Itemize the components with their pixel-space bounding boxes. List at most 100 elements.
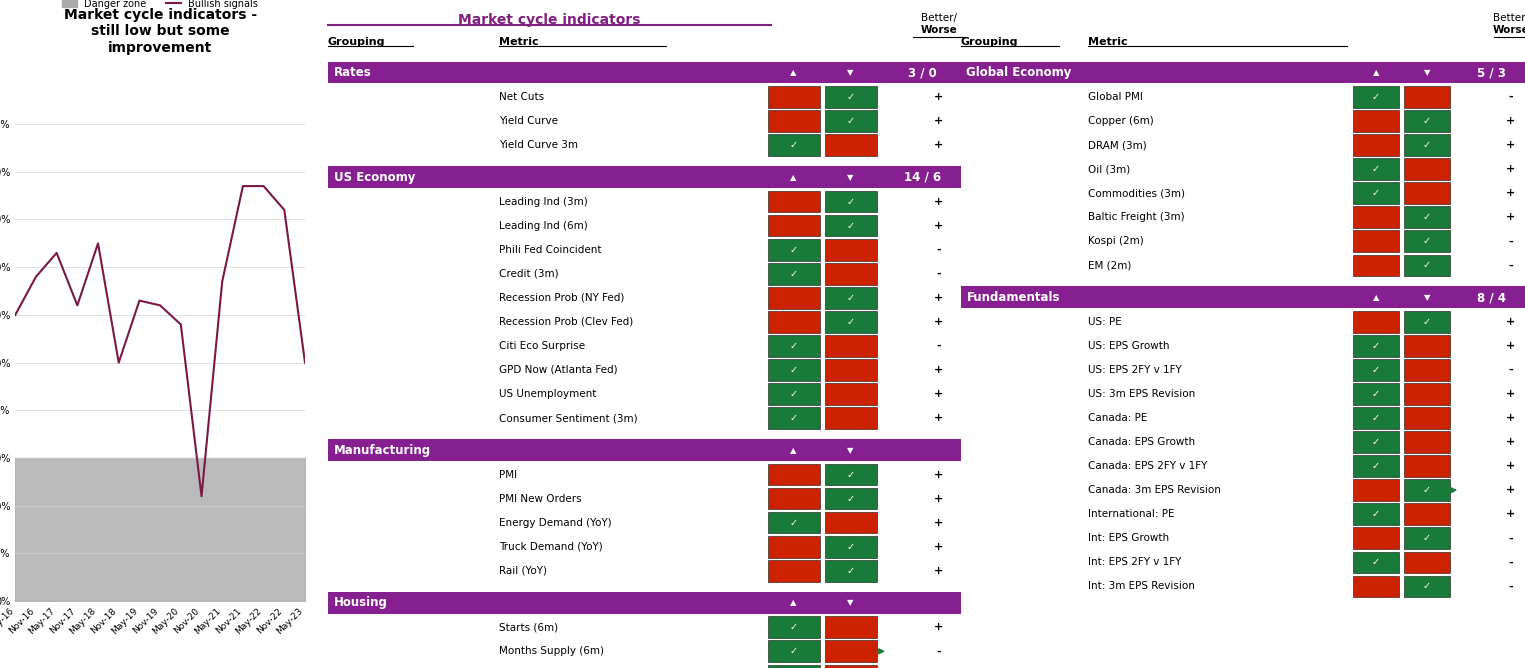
- Text: Grouping: Grouping: [328, 37, 386, 47]
- Text: ✓: ✓: [846, 116, 854, 126]
- Bar: [1353, 504, 1398, 525]
- Text: +: +: [933, 494, 944, 504]
- Text: Baltic Freight (3m): Baltic Freight (3m): [1087, 212, 1185, 222]
- Bar: [825, 239, 877, 261]
- Bar: [1353, 158, 1398, 180]
- Bar: [1403, 552, 1450, 573]
- Bar: [1403, 383, 1450, 405]
- Text: ✓: ✓: [846, 470, 854, 480]
- Bar: [328, 592, 961, 613]
- Bar: [1403, 504, 1450, 525]
- Text: ✓: ✓: [846, 196, 854, 206]
- Text: Copper (6m): Copper (6m): [1087, 116, 1153, 126]
- Text: +: +: [1507, 389, 1516, 399]
- Bar: [1353, 432, 1398, 453]
- Text: Canada: EPS Growth: Canada: EPS Growth: [1087, 437, 1194, 447]
- Text: Credit (3m): Credit (3m): [499, 269, 558, 279]
- Text: Global PMI: Global PMI: [1087, 92, 1142, 102]
- Text: -: -: [1508, 533, 1513, 543]
- Text: +: +: [1507, 140, 1516, 150]
- Text: +: +: [933, 293, 944, 303]
- Text: GPD Now (Atlanta Fed): GPD Now (Atlanta Fed): [499, 365, 618, 375]
- Text: -: -: [1508, 365, 1513, 375]
- Bar: [1403, 311, 1450, 333]
- Text: +: +: [1507, 437, 1516, 447]
- Bar: [1353, 335, 1398, 357]
- Bar: [767, 359, 819, 381]
- Text: ✓: ✓: [790, 623, 798, 632]
- Bar: [1403, 407, 1450, 429]
- Text: +: +: [933, 92, 944, 102]
- Bar: [825, 359, 877, 381]
- Bar: [767, 536, 819, 558]
- Text: ✓: ✓: [790, 413, 798, 423]
- Bar: [767, 191, 819, 212]
- Bar: [1353, 311, 1398, 333]
- Bar: [1353, 407, 1398, 429]
- Bar: [825, 335, 877, 357]
- Text: 3 / 0: 3 / 0: [909, 66, 938, 79]
- Text: ✓: ✓: [1372, 509, 1380, 519]
- Text: Market cycle indicators: Market cycle indicators: [458, 13, 640, 27]
- Text: ✓: ✓: [846, 293, 854, 303]
- Text: Housing: Housing: [334, 597, 387, 609]
- Text: Canada: 3m EPS Revision: Canada: 3m EPS Revision: [1087, 485, 1220, 495]
- Text: US Economy: US Economy: [334, 171, 416, 184]
- Text: +: +: [933, 542, 944, 552]
- Text: Worse: Worse: [920, 25, 958, 35]
- Text: Yield Curve: Yield Curve: [499, 116, 558, 126]
- Text: ✓: ✓: [790, 365, 798, 375]
- Bar: [825, 617, 877, 638]
- Bar: [1403, 230, 1450, 252]
- Bar: [825, 110, 877, 132]
- Text: -: -: [1508, 557, 1513, 567]
- Bar: [1353, 456, 1398, 477]
- Bar: [825, 512, 877, 534]
- Text: Metric: Metric: [499, 37, 538, 47]
- Text: ▼: ▼: [1423, 293, 1430, 302]
- Text: ▲: ▲: [1372, 68, 1379, 77]
- Text: Kospi (2m): Kospi (2m): [1087, 236, 1144, 246]
- Bar: [328, 439, 961, 461]
- Text: +: +: [1507, 317, 1516, 327]
- Bar: [1353, 576, 1398, 597]
- Text: ✓: ✓: [1372, 461, 1380, 471]
- Text: DRAM (3m): DRAM (3m): [1087, 140, 1147, 150]
- Text: Months Supply (6m): Months Supply (6m): [499, 647, 604, 656]
- Bar: [1403, 359, 1450, 381]
- Bar: [1353, 86, 1398, 108]
- Text: +: +: [933, 389, 944, 399]
- Bar: [825, 536, 877, 558]
- Bar: [767, 488, 819, 510]
- Text: ✓: ✓: [846, 494, 854, 504]
- Bar: [328, 61, 961, 84]
- Text: +: +: [1507, 341, 1516, 351]
- Text: +: +: [933, 518, 944, 528]
- Text: ▼: ▼: [848, 68, 854, 77]
- Text: ▲: ▲: [790, 68, 798, 77]
- Text: +: +: [1507, 413, 1516, 423]
- Text: +: +: [1507, 485, 1516, 495]
- Text: +: +: [933, 140, 944, 150]
- Text: Citi Eco Surprise: Citi Eco Surprise: [499, 341, 586, 351]
- Bar: [1403, 134, 1450, 156]
- Bar: [825, 383, 877, 405]
- Text: PMI New Orders: PMI New Orders: [499, 494, 581, 504]
- Text: ▼: ▼: [848, 173, 854, 182]
- Bar: [328, 166, 961, 188]
- Bar: [767, 110, 819, 132]
- Text: Rates: Rates: [334, 66, 372, 79]
- Text: -: -: [936, 269, 941, 279]
- Text: +: +: [1507, 164, 1516, 174]
- Text: Better/: Better/: [921, 13, 956, 23]
- Bar: [825, 215, 877, 236]
- Bar: [1353, 383, 1398, 405]
- Text: ✓: ✓: [846, 92, 854, 102]
- Text: +: +: [933, 413, 944, 423]
- Text: US: 3m EPS Revision: US: 3m EPS Revision: [1087, 389, 1196, 399]
- Text: Consumer Sentiment (3m): Consumer Sentiment (3m): [499, 413, 637, 423]
- Bar: [767, 407, 819, 429]
- Text: US Unemployment: US Unemployment: [499, 389, 596, 399]
- Bar: [825, 86, 877, 108]
- Text: Phili Fed Coincident: Phili Fed Coincident: [499, 244, 601, 255]
